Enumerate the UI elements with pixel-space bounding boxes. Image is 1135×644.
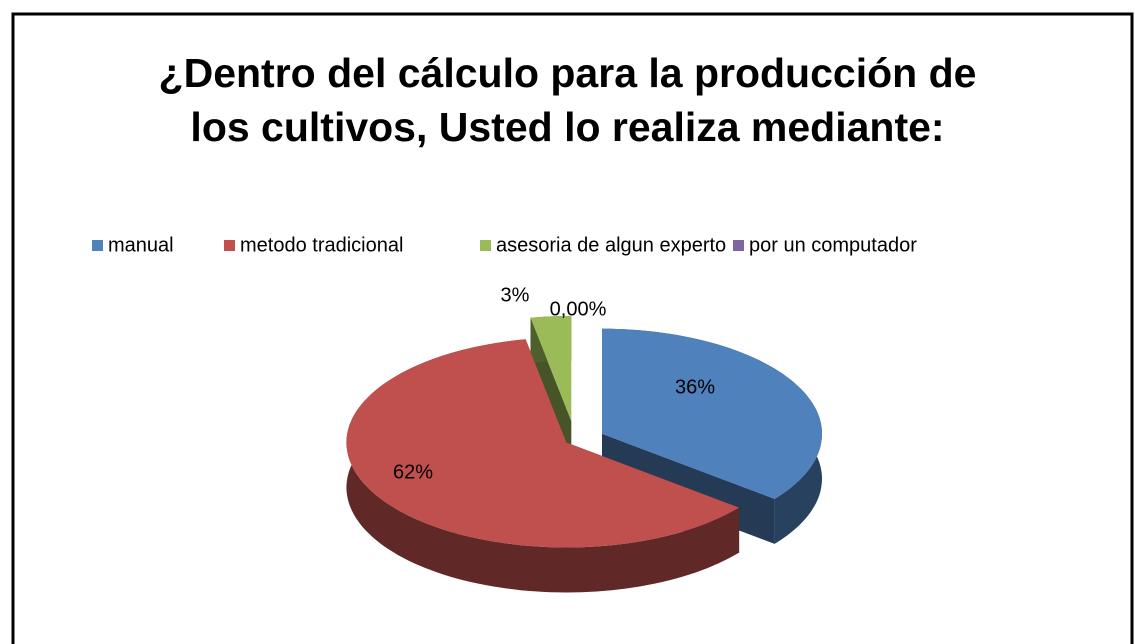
slice-side bbox=[346, 339, 740, 593]
legend-label: manual bbox=[108, 234, 174, 256]
pie-slice bbox=[346, 339, 740, 593]
slice-top bbox=[530, 316, 572, 421]
legend-swatch bbox=[733, 240, 744, 251]
data-label: 0,00% bbox=[550, 298, 607, 320]
legend-swatch bbox=[224, 240, 235, 251]
slice-top bbox=[602, 328, 822, 499]
data-label: 62% bbox=[393, 461, 433, 483]
pie-slice bbox=[530, 316, 572, 466]
legend-label: metodo tradicional bbox=[240, 234, 403, 256]
data-label: 3% bbox=[501, 284, 530, 306]
legend-swatch bbox=[92, 240, 103, 251]
legend-label: asesoria de algun experto bbox=[496, 234, 726, 256]
legend-label: por un computador bbox=[749, 234, 917, 256]
legend-swatch bbox=[480, 240, 491, 251]
slice-top bbox=[346, 339, 740, 548]
chart-title: ¿Dentro del cálculo para la producción d… bbox=[158, 50, 977, 150]
data-label: 36% bbox=[675, 376, 715, 398]
